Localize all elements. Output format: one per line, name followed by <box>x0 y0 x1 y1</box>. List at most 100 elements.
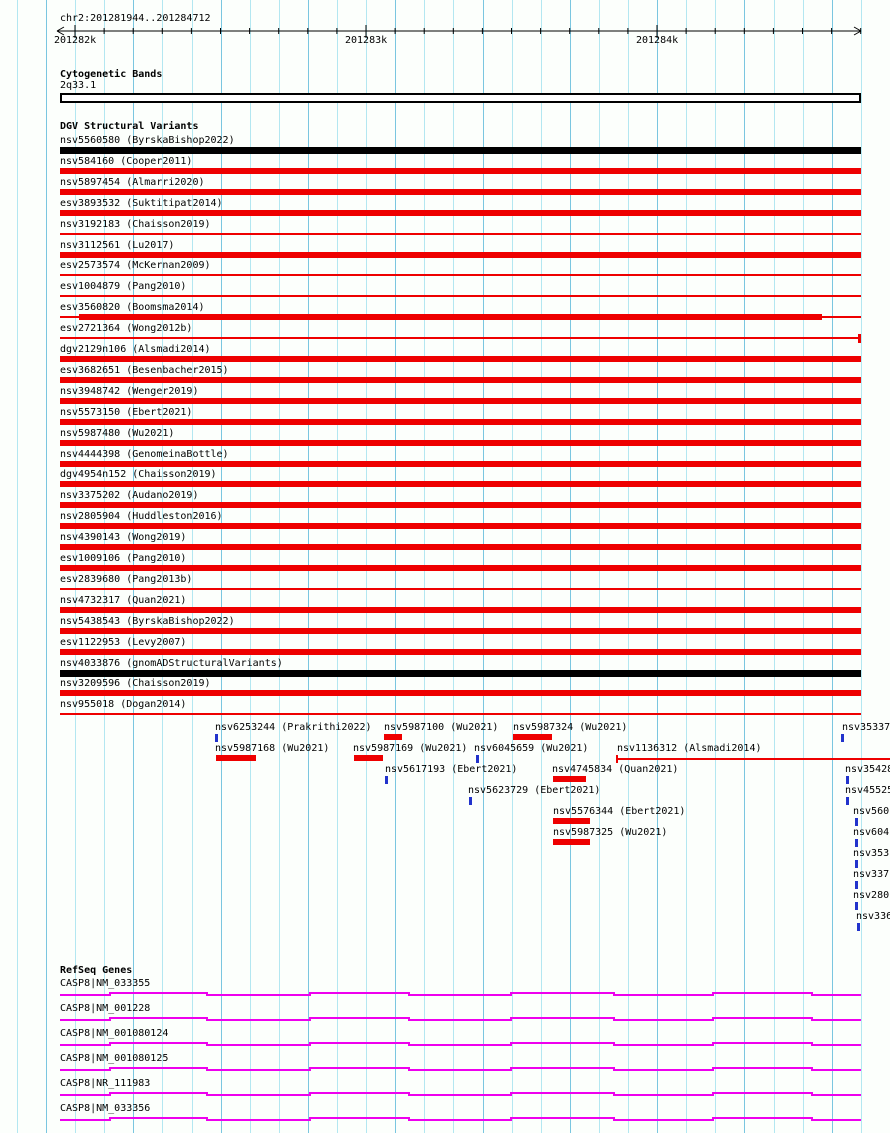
variant-label[interactable]: nsv3192183 (Chaisson2019) <box>60 219 211 230</box>
variant-bar[interactable] <box>60 147 861 154</box>
variant-bar[interactable] <box>384 734 402 740</box>
transcript-line[interactable] <box>0 1088 890 1098</box>
variant-label[interactable]: dgv2129n106 (Alsmadi2014) <box>60 344 211 355</box>
variant-point-tick[interactable] <box>855 818 858 826</box>
transcript-line[interactable] <box>0 1113 890 1123</box>
variant-label[interactable]: nsv1136312 (Alsmadi2014) <box>617 743 762 754</box>
variant-point-tick[interactable] <box>846 776 849 784</box>
variant-bar[interactable] <box>60 628 861 634</box>
variant-bar[interactable] <box>60 607 861 613</box>
transcript-line[interactable] <box>0 1063 890 1073</box>
variant-bar[interactable] <box>60 690 861 696</box>
variant-label[interactable]: nsv280 <box>853 890 890 901</box>
variant-bar[interactable] <box>60 502 861 508</box>
variant-label[interactable]: nsv336 <box>856 911 890 922</box>
variant-bar[interactable] <box>513 734 552 740</box>
variant-label[interactable]: nsv4745834 (Quan2021) <box>552 764 679 775</box>
variant-label[interactable]: nsv3375202 (Audano2019) <box>60 490 199 501</box>
variant-point-tick[interactable] <box>385 776 388 784</box>
variant-label[interactable]: esv2721364 (Wong2012b) <box>60 323 193 334</box>
variant-label[interactable]: nsv6253244 (Prakrithi2022) <box>215 722 372 733</box>
variant-line[interactable] <box>60 274 861 276</box>
variant-label[interactable]: nsv560 <box>853 806 890 817</box>
variant-bar[interactable] <box>216 755 256 761</box>
variant-bar[interactable] <box>60 419 861 425</box>
variant-bar[interactable] <box>60 544 861 550</box>
cytoband-rect[interactable] <box>60 93 861 103</box>
variant-label[interactable]: nsv5987325 (Wu2021) <box>553 827 668 838</box>
variant-bar[interactable] <box>60 649 861 655</box>
cytoband-label[interactable]: 2q33.1 <box>60 80 97 91</box>
variant-label[interactable]: esv2573574 (McKernan2009) <box>60 260 211 271</box>
variant-label[interactable]: nsv5573150 (Ebert2021) <box>60 407 193 418</box>
transcript-line[interactable] <box>0 1038 890 1048</box>
variant-bar[interactable] <box>60 189 861 195</box>
variant-label[interactable]: nsv4444398 (GenomeinaBottle) <box>60 449 229 460</box>
variant-bar[interactable] <box>553 776 586 782</box>
transcript-label[interactable]: CASP8|NM_033355 <box>60 978 151 989</box>
variant-line[interactable] <box>60 295 861 297</box>
variant-label[interactable]: nsv35337 <box>842 722 890 733</box>
transcript-label[interactable]: CASP8|NM_033356 <box>60 1103 151 1114</box>
variant-bar[interactable] <box>60 565 861 571</box>
variant-line[interactable] <box>60 588 861 590</box>
variant-label[interactable]: nsv5987168 (Wu2021) <box>215 743 330 754</box>
variant-label[interactable]: nsv5438543 (ByrskaBishop2022) <box>60 616 235 627</box>
variant-line[interactable] <box>60 233 861 235</box>
variant-label[interactable]: nsv5987480 (Wu2021) <box>60 428 175 439</box>
variant-bar[interactable] <box>79 314 822 320</box>
variant-label[interactable]: esv3560820 (Boomsma2014) <box>60 302 205 313</box>
variant-line[interactable] <box>60 713 861 715</box>
variant-point-tick[interactable] <box>215 734 218 742</box>
variant-point-tick[interactable] <box>855 860 858 868</box>
variant-label[interactable]: nsv955018 (Dogan2014) <box>60 699 187 710</box>
variant-point-tick[interactable] <box>846 797 849 805</box>
variant-point-tick[interactable] <box>855 902 858 910</box>
variant-bar[interactable] <box>60 168 861 174</box>
variant-label[interactable]: nsv353 <box>853 848 890 859</box>
variant-line[interactable] <box>60 337 861 339</box>
variant-bar[interactable] <box>553 839 590 845</box>
variant-bar[interactable] <box>60 461 861 467</box>
variant-label[interactable]: esv1009106 (Pang2010) <box>60 553 187 564</box>
transcript-label[interactable]: CASP8|NM_001228 <box>60 1003 151 1014</box>
transcript-label[interactable]: CASP8|NR_111983 <box>60 1078 151 1089</box>
transcript-label[interactable]: CASP8|NM_001080125 <box>60 1053 169 1064</box>
variant-label[interactable]: nsv6045659 (Wu2021) <box>474 743 589 754</box>
variant-label[interactable]: nsv5987169 (Wu2021) <box>353 743 468 754</box>
variant-label[interactable]: esv3682651 (Besenbacher2015) <box>60 365 229 376</box>
variant-end-tick[interactable] <box>616 755 618 763</box>
transcript-line[interactable] <box>0 1013 890 1023</box>
variant-label[interactable]: nsv5897454 (Almarri2020) <box>60 177 205 188</box>
variant-label[interactable]: nsv5576344 (Ebert2021) <box>553 806 686 817</box>
variant-label[interactable]: nsv2805904 (Huddleston2016) <box>60 511 223 522</box>
variant-bar[interactable] <box>60 252 861 258</box>
variant-bar[interactable] <box>60 440 861 446</box>
variant-label[interactable]: nsv5987100 (Wu2021) <box>384 722 499 733</box>
variant-label[interactable]: nsv5560580 (ByrskaBishop2022) <box>60 135 235 146</box>
variant-bar[interactable] <box>60 210 861 216</box>
variant-point-tick[interactable] <box>469 797 472 805</box>
variant-bar[interactable] <box>60 398 861 404</box>
variant-point-tick[interactable] <box>857 923 860 931</box>
variant-label[interactable]: nsv3948742 (Wenger2019) <box>60 386 199 397</box>
variant-bar[interactable] <box>60 670 861 677</box>
variant-bar[interactable] <box>60 356 861 362</box>
variant-bar[interactable] <box>60 377 861 383</box>
transcript-line[interactable] <box>0 988 890 998</box>
variant-label[interactable]: nsv604 <box>853 827 890 838</box>
variant-label[interactable]: nsv5617193 (Ebert2021) <box>385 764 518 775</box>
variant-end-tick[interactable] <box>858 334 861 343</box>
variant-label[interactable]: esv2839680 (Pang2013b) <box>60 574 193 585</box>
variant-label[interactable]: nsv3112561 (Lu2017) <box>60 240 175 251</box>
variant-label[interactable]: dgv4954n152 (Chaisson2019) <box>60 469 217 480</box>
variant-label[interactable]: nsv5623729 (Ebert2021) <box>468 785 601 796</box>
variant-bar[interactable] <box>553 818 590 824</box>
variant-bar[interactable] <box>60 523 861 529</box>
variant-label[interactable]: nsv4732317 (Quan2021) <box>60 595 187 606</box>
variant-point-tick[interactable] <box>855 881 858 889</box>
variant-label[interactable]: esv1122953 (Levy2007) <box>60 637 187 648</box>
transcript-label[interactable]: CASP8|NM_001080124 <box>60 1028 169 1039</box>
variant-point-tick[interactable] <box>855 839 858 847</box>
variant-label[interactable]: nsv337 <box>853 869 890 880</box>
